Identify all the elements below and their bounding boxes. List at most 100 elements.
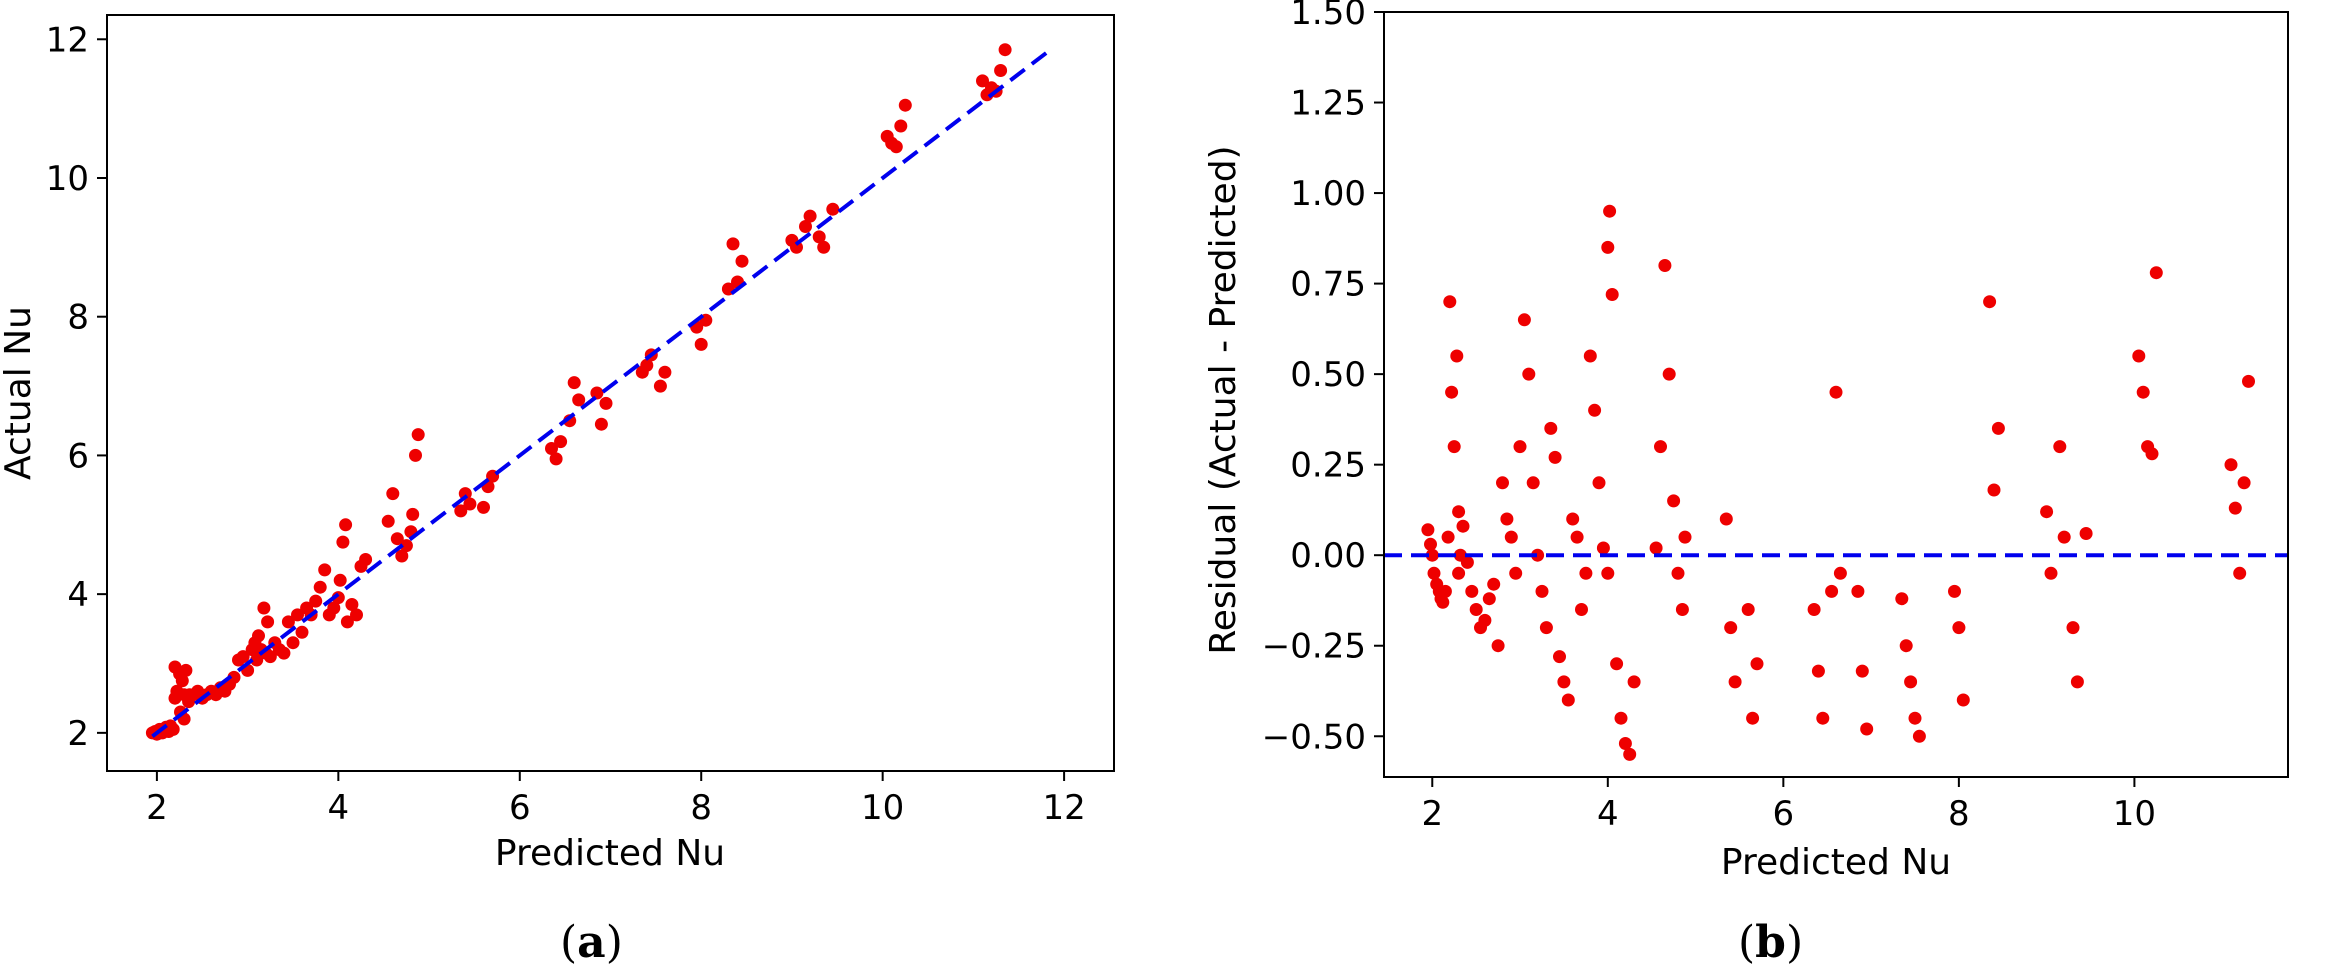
- data-point: [1504, 530, 1518, 544]
- data-point: [252, 629, 265, 643]
- data-point: [817, 240, 831, 254]
- data-point: [1658, 259, 1672, 272]
- data-point: [1469, 603, 1483, 616]
- y-tick-label: 0.50: [1290, 355, 1366, 395]
- data-point: [1452, 505, 1466, 519]
- data-point: [976, 74, 989, 88]
- data-point: [1987, 483, 2001, 497]
- data-point: [345, 598, 359, 611]
- data-point: [1548, 450, 1562, 464]
- panel-a-x-ticks: 2 4 6 8 10 12: [146, 771, 1086, 828]
- data-point: [281, 615, 295, 629]
- data-point: [572, 393, 586, 407]
- data-point: [1614, 711, 1628, 725]
- y-tick-label: 1.00: [1290, 174, 1366, 214]
- data-point: [1908, 711, 1922, 725]
- data-point: [1811, 664, 1825, 678]
- data-point: [1654, 440, 1667, 454]
- data-point: [1425, 548, 1439, 562]
- panel-a-y-ticks: 2 4 6 8 10 12: [46, 20, 107, 754]
- data-point: [1421, 523, 1435, 537]
- data-point: [1517, 313, 1531, 327]
- panel-a-x-axis-label: Predicted Nu: [495, 833, 725, 874]
- data-point: [1605, 288, 1619, 301]
- data-point: [640, 358, 654, 372]
- data-point: [1456, 519, 1470, 533]
- data-point: [1544, 421, 1558, 435]
- data-point: [477, 500, 490, 514]
- data-point: [227, 670, 241, 684]
- panel-a-points: [145, 43, 1012, 741]
- data-point: [340, 615, 354, 629]
- data-point: [1424, 537, 1437, 551]
- data-point: [1438, 584, 1452, 598]
- data-point: [1500, 512, 1514, 526]
- data-point: [1460, 555, 1474, 569]
- data-point: [812, 230, 826, 244]
- y-tick-label: 2: [67, 714, 89, 754]
- data-point: [1441, 530, 1455, 544]
- data-point: [1829, 385, 1843, 399]
- data-point: [803, 209, 817, 223]
- data-point: [1539, 621, 1553, 635]
- data-point: [790, 240, 803, 254]
- data-point: [2044, 566, 2058, 580]
- data-point: [1596, 541, 1610, 555]
- data-point: [1618, 737, 1632, 750]
- data-point: [1592, 476, 1606, 490]
- data-point: [458, 487, 472, 501]
- x-tick-label: 6: [509, 788, 531, 828]
- data-point: [2070, 675, 2084, 689]
- data-point: [1750, 657, 1764, 671]
- panel-a-y-axis-label: Actual Nu: [0, 306, 39, 480]
- data-point: [1991, 421, 2005, 435]
- data-point: [1496, 476, 1509, 490]
- data-point: [399, 539, 413, 553]
- data-point: [261, 615, 275, 629]
- y-tick-label: 4: [67, 575, 89, 615]
- data-point: [726, 237, 740, 251]
- data-point: [1603, 204, 1617, 218]
- y-tick-label: 0.75: [1290, 265, 1366, 305]
- data-point: [1895, 592, 1909, 606]
- data-point: [286, 636, 300, 650]
- data-point: [1956, 693, 1970, 707]
- data-point: [1675, 603, 1689, 616]
- data-point: [2237, 476, 2251, 490]
- y-tick-label: 10: [46, 159, 89, 199]
- data-point: [1583, 349, 1597, 363]
- data-point: [406, 507, 420, 521]
- data-point: [1741, 603, 1755, 616]
- data-point: [2228, 501, 2242, 515]
- panel-b-caption: (b): [1738, 917, 1803, 968]
- x-tick-label: 2: [146, 788, 168, 828]
- data-point: [1601, 566, 1615, 580]
- x-tick-label: 8: [1948, 794, 1970, 834]
- data-point: [1807, 603, 1821, 616]
- data-point: [1610, 657, 1624, 671]
- data-point: [381, 514, 395, 528]
- panel-b-x-axis-label: Predicted Nu: [1721, 842, 1951, 883]
- x-tick-label: 2: [1421, 794, 1443, 834]
- data-point: [1899, 639, 1913, 653]
- data-point: [1904, 675, 1918, 689]
- data-point: [257, 601, 271, 615]
- data-point: [894, 119, 908, 133]
- data-point: [1627, 675, 1641, 689]
- data-point: [1833, 566, 1847, 580]
- y-tick-label: −0.25: [1262, 627, 1366, 667]
- data-point: [1531, 548, 1545, 562]
- data-point: [263, 650, 277, 664]
- data-point: [1816, 711, 1830, 725]
- data-point: [694, 337, 708, 351]
- data-point: [1482, 592, 1496, 606]
- data-point: [2149, 266, 2163, 280]
- data-point: [998, 43, 1012, 57]
- data-point: [1662, 367, 1676, 381]
- data-point: [1522, 367, 1536, 381]
- data-point: [411, 428, 425, 442]
- data-point: [277, 646, 291, 660]
- data-point: [1575, 603, 1588, 616]
- data-point: [2057, 530, 2071, 544]
- data-point: [2066, 621, 2080, 635]
